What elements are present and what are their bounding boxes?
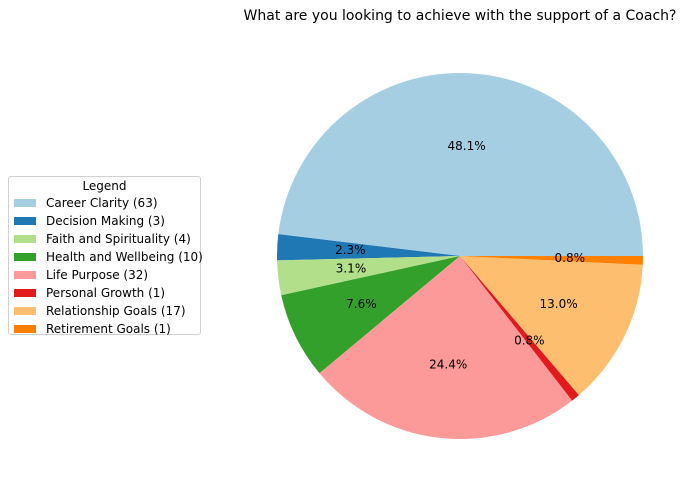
pie-slice-7 xyxy=(460,256,643,265)
legend-swatch xyxy=(14,235,36,243)
legend-swatch xyxy=(14,289,36,297)
legend-label: Relationship Goals (17) xyxy=(46,304,186,318)
pie-slice-4 xyxy=(319,256,573,439)
pie-slice-2 xyxy=(277,256,460,296)
legend-label: Personal Growth (1) xyxy=(46,286,166,300)
legend-label: Retirement Goals (1) xyxy=(46,322,171,336)
legend-item-1: Decision Making (3) xyxy=(9,212,200,230)
legend-label: Life Purpose (32) xyxy=(46,268,149,282)
legend-label: Faith and Spirituality (4) xyxy=(46,232,191,246)
pie-percent-labels: 48.1% 2.3% 3.1% 7.6% 24.4% 0.8% 13.0% 0.8% xyxy=(335,139,585,372)
legend-swatch xyxy=(14,325,36,333)
legend-item-7: Retirement Goals (1) xyxy=(9,320,200,338)
legend-label: Health and Wellbeing (10) xyxy=(46,250,203,264)
legend: Legend Career Clarity (63) Decision Makin… xyxy=(8,176,203,338)
pie-percent-label-4: 24.4% xyxy=(429,358,467,372)
legend-item-3: Health and Wellbeing (10) xyxy=(9,248,203,266)
pie-slice-3 xyxy=(281,256,460,374)
pie-percent-label-5: 0.8% xyxy=(514,334,545,348)
pie-slices xyxy=(277,72,643,439)
legend-label: Decision Making (3) xyxy=(46,214,165,228)
legend-items: Career Clarity (63) Decision Making (3) Fa… xyxy=(9,194,203,338)
chart-title: What are you looking to achieve with the… xyxy=(244,8,677,24)
legend-swatch xyxy=(14,307,36,315)
pie-percent-label-7: 0.8% xyxy=(555,251,586,265)
legend-item-0: Career Clarity (63) xyxy=(9,194,200,212)
pie-percent-label-6: 13.0% xyxy=(540,297,578,311)
legend-title: Legend xyxy=(82,179,127,193)
legend-swatch xyxy=(14,253,36,261)
pie-percent-label-2: 3.1% xyxy=(336,262,367,276)
legend-item-6: Relationship Goals (17) xyxy=(9,302,200,320)
legend-item-5: Personal Growth (1) xyxy=(9,284,200,302)
pie-percent-label-0: 48.1% xyxy=(448,139,486,153)
pie-slice-5 xyxy=(460,256,579,401)
legend-swatch xyxy=(14,199,36,207)
pie-slice-6 xyxy=(460,256,643,396)
pie-percent-label-1: 2.3% xyxy=(335,243,366,257)
legend-swatch xyxy=(14,217,36,225)
legend-item-4: Life Purpose (32) xyxy=(9,266,200,284)
legend-item-2: Faith and Spirituality (4) xyxy=(9,230,200,248)
pie-slice-1 xyxy=(277,234,460,261)
legend-label: Career Clarity (63) xyxy=(46,196,158,210)
pie-percent-label-3: 7.6% xyxy=(346,297,377,311)
legend-swatch xyxy=(14,271,36,279)
pie-slice-0 xyxy=(278,72,643,256)
